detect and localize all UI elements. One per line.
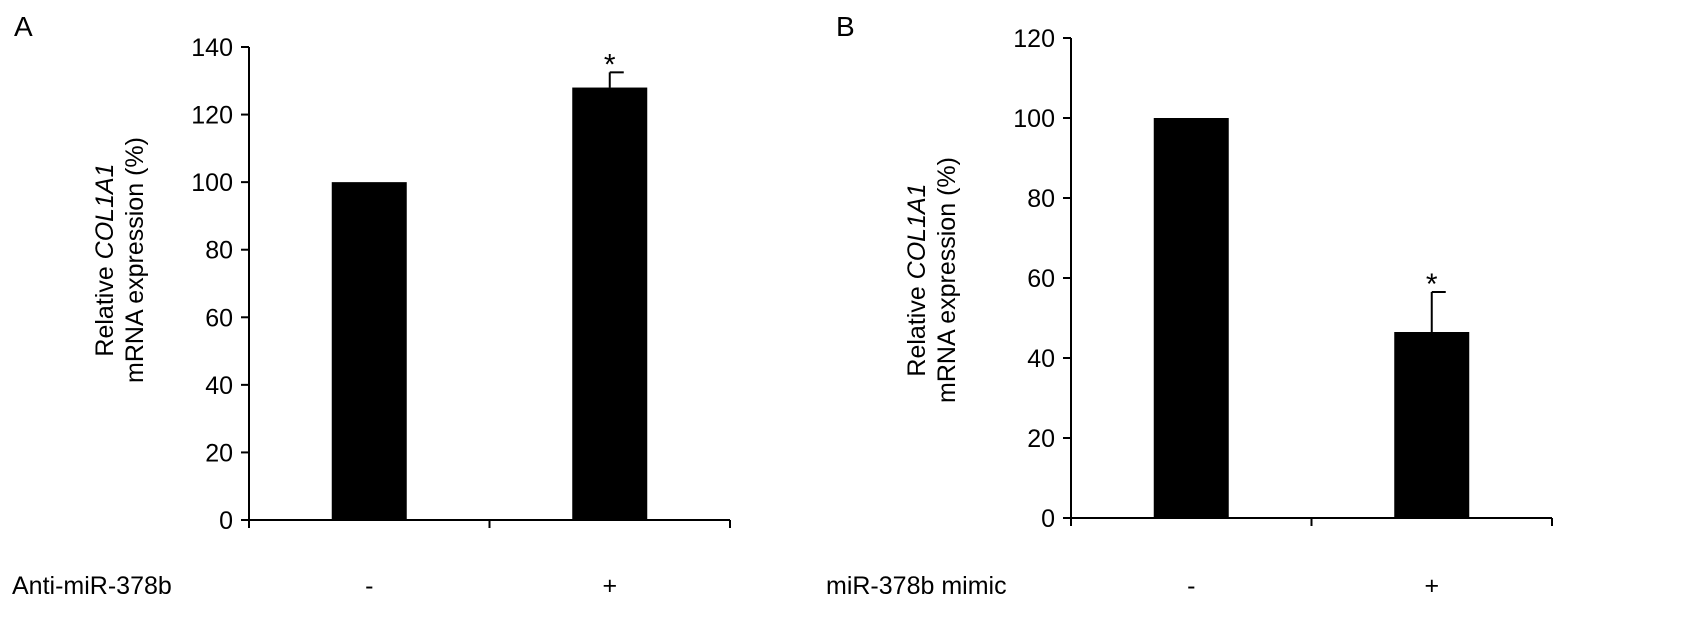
- category-label-a-1: +: [602, 572, 617, 600]
- y-tick-label-a-6: 120: [191, 102, 233, 130]
- y-tick-label-a-1: 20: [205, 439, 233, 467]
- y-axis-label-line2-b: mRNA expression (%): [933, 157, 961, 403]
- panel-b: B Relative COL1A1 mRNA expression (%) mi…: [826, 11, 1553, 600]
- y-axis-label-b: Relative COL1A1: [903, 183, 931, 376]
- y-tick-label-b-1: 20: [1027, 425, 1055, 453]
- panel-label-b: B: [836, 11, 855, 42]
- significance-a-1: *: [604, 48, 616, 81]
- category-label-a-0: -: [365, 572, 373, 600]
- bar-a-1: [572, 87, 648, 521]
- y-tick-label-b-5: 100: [1013, 105, 1055, 133]
- y-tick-label-a-7: 140: [191, 34, 233, 62]
- category-label-b-0: -: [1187, 572, 1195, 600]
- significance-b-1: *: [1426, 268, 1438, 301]
- panel-a: A Relative COL1A1 mRNA expression (%) An…: [12, 11, 731, 600]
- y-tick-label-a-3: 60: [205, 304, 233, 332]
- y-tick-label-a-0: 0: [219, 507, 233, 535]
- row-label-a: Anti-miR-378b: [12, 572, 172, 600]
- y-tick-label-a-4: 80: [205, 237, 233, 265]
- y-tick-label-b-4: 80: [1027, 185, 1055, 213]
- plot-area-b: 0 20 40 60 80 100 120 - * +: [1013, 25, 1553, 600]
- category-label-b-1: +: [1424, 572, 1439, 600]
- row-label-b: miR-378b mimic: [826, 572, 1007, 600]
- panel-label-a: A: [14, 11, 33, 42]
- y-axis-label-a: Relative COL1A1: [91, 163, 119, 356]
- y-axis-label-line2-a: mRNA expression (%): [121, 137, 149, 383]
- y-tick-label-a-2: 40: [205, 372, 233, 400]
- bar-a-0: [331, 182, 407, 520]
- y-tick-label-b-3: 60: [1027, 265, 1055, 293]
- y-tick-label-b-6: 120: [1013, 25, 1055, 53]
- bar-b-1: [1394, 332, 1470, 518]
- plot-area-a: 0 20 40 60 80 100 120 140 - * +: [191, 34, 731, 600]
- y-tick-label-b-0: 0: [1041, 505, 1055, 533]
- bar-b-0: [1153, 118, 1229, 518]
- y-tick-label-a-5: 100: [191, 169, 233, 197]
- y-tick-label-b-2: 40: [1027, 345, 1055, 373]
